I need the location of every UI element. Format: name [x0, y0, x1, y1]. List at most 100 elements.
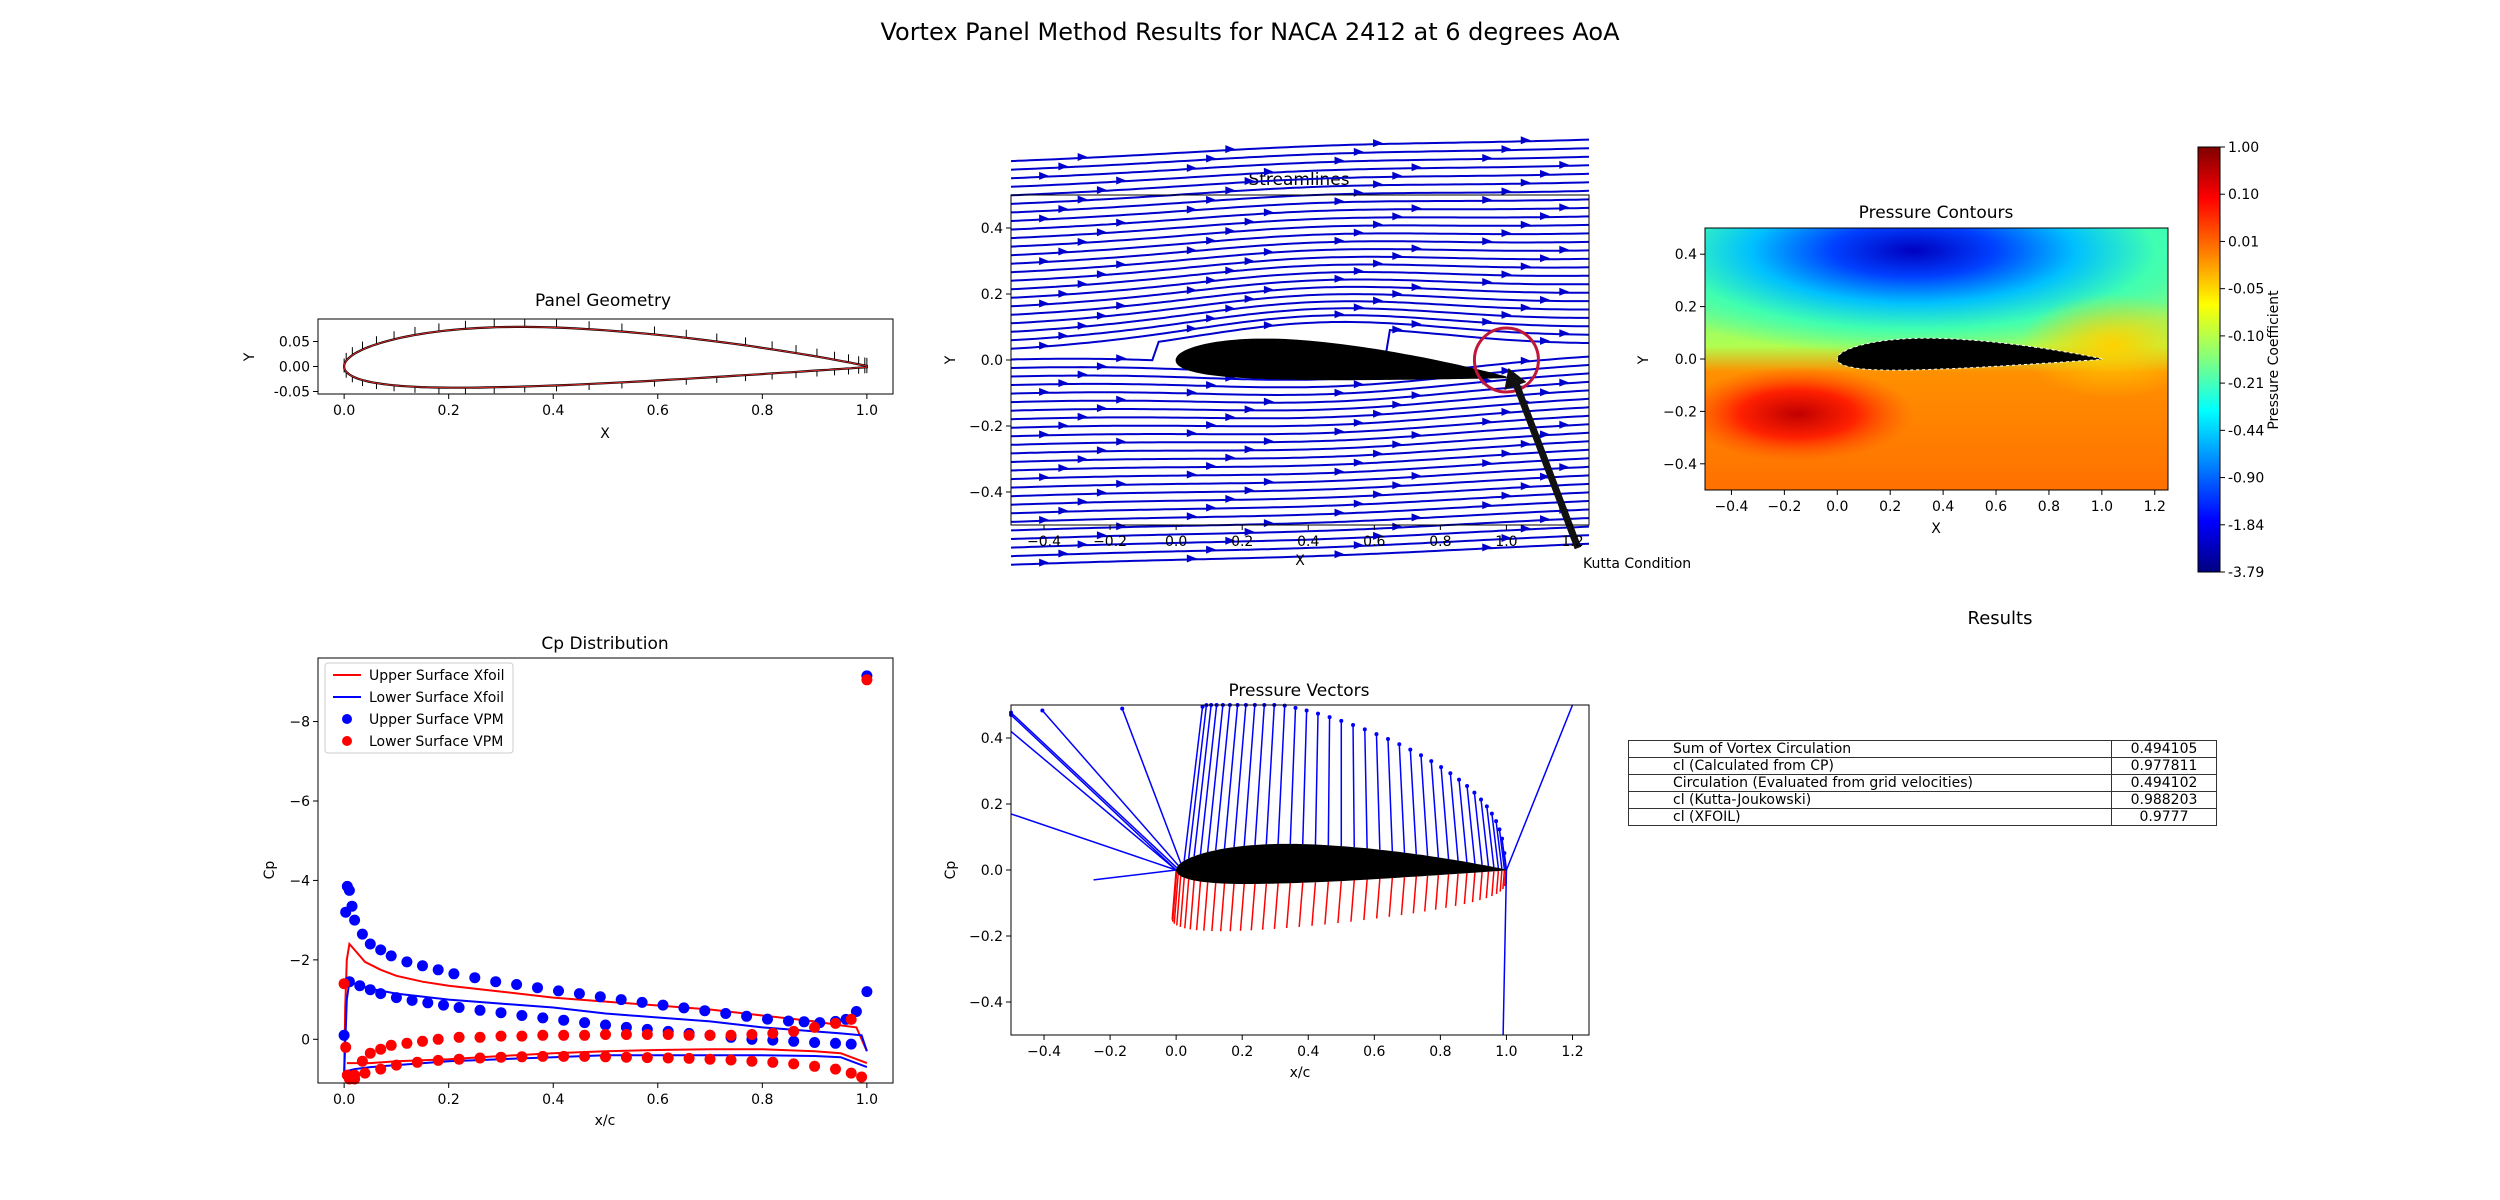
streamline-arrow — [1353, 147, 1364, 156]
pressure-vector — [1216, 705, 1230, 850]
pressure-vector — [1503, 871, 1504, 889]
y-tick-label: −0.4 — [1663, 457, 1697, 473]
cp-series-marker — [411, 1056, 423, 1068]
streamline-arrow — [1206, 381, 1217, 390]
cp-series-marker — [401, 956, 413, 968]
cp-series-marker — [422, 997, 434, 1009]
streamline — [1010, 206, 1590, 231]
streamline-arrow — [1077, 540, 1088, 549]
x-tick-label: 1.0 — [856, 1092, 878, 1108]
cp-series-line — [346, 1048, 868, 1065]
x-tick-label: −0.4 — [1027, 534, 1061, 550]
pressure-vector — [1312, 882, 1315, 925]
pressure-contours-yticks: 0.4 0.2 0.0 −0.2 −0.4 — [1663, 247, 1705, 473]
cp-series-marker — [600, 1051, 611, 1063]
panel-geometry-frame — [317, 318, 894, 395]
streamline-arrow — [1540, 169, 1551, 178]
pressure-vector — [1234, 705, 1246, 847]
pressure-vector — [1480, 872, 1482, 900]
streamline-arrow — [1225, 266, 1236, 275]
pressure-vector — [1464, 873, 1466, 904]
streamline — [1010, 189, 1590, 214]
streamline-arrow — [1540, 388, 1551, 397]
streamline-arrow — [1058, 247, 1069, 256]
pressure-vector — [1315, 714, 1318, 845]
streamline-arrow — [1244, 294, 1255, 303]
cp-series-marker — [850, 1006, 862, 1017]
cp-series-marker — [699, 1005, 711, 1017]
x-tick-label: −0.4 — [1027, 1044, 1061, 1060]
streamline-arrow — [1244, 177, 1255, 186]
airfoil-outline — [342, 325, 868, 389]
streamline-arrow — [1039, 299, 1050, 308]
pressure-vector — [1441, 767, 1448, 859]
cp-series-marker — [516, 1030, 528, 1042]
streamline-arrow — [1263, 247, 1274, 256]
cp-series-marker — [783, 1015, 794, 1027]
streamline-arrow — [1482, 278, 1493, 287]
pressure-contours-plot — [1705, 228, 2168, 490]
streamline-arrow — [1392, 251, 1403, 260]
cp-series-marker — [432, 1054, 444, 1066]
pressure-vector — [1184, 707, 1202, 861]
streamline — [1010, 314, 1589, 350]
streamline-arrow — [1373, 139, 1384, 148]
streamline-arrow — [1039, 473, 1050, 482]
streamline-arrow — [1116, 395, 1127, 404]
streamline-arrow — [1039, 387, 1050, 396]
streamline-arrow — [1353, 418, 1364, 427]
airfoil-shape — [1836, 337, 2103, 371]
x-tick-label: 1.0 — [1495, 534, 1517, 550]
streamline-arrow — [1353, 267, 1364, 276]
cp-series-marker — [390, 1059, 402, 1071]
pressure-vector — [1185, 879, 1189, 928]
streamline-arrow — [1116, 522, 1127, 531]
y-tick-label: 0.4 — [981, 731, 1003, 747]
streamline-arrow — [1058, 549, 1069, 558]
streamline-arrow — [1501, 145, 1512, 154]
x-tick-label: 0.6 — [647, 403, 669, 419]
streamline-arrow — [1077, 152, 1088, 161]
streamline — [1010, 482, 1590, 506]
pressure-vector — [1450, 773, 1458, 860]
kutta-arrow-shaft — [1512, 380, 1582, 550]
streamline-arrow — [1482, 417, 1493, 426]
cp-series-marker — [809, 1021, 821, 1033]
pressure-vector — [1251, 884, 1255, 930]
pressure-vector — [1353, 725, 1354, 847]
results-row: cl (XFOIL) 0.9777 — [1628, 808, 2217, 826]
streamline-arrow — [1482, 153, 1493, 162]
cp-series-marker — [438, 999, 449, 1011]
streamline-arrow — [1353, 499, 1364, 508]
streamline-arrow — [1411, 513, 1422, 522]
pressure-vector — [1459, 780, 1467, 862]
pressure-vector — [1401, 877, 1404, 915]
cp-series-marker — [354, 980, 366, 992]
streamline-arrow — [1411, 319, 1422, 328]
streamline-arrow — [1501, 533, 1512, 542]
cp-series-marker — [532, 982, 543, 994]
colorbar-tick-label: 0.01 — [2228, 234, 2259, 250]
streamline-arrow — [1334, 236, 1345, 245]
streamline-arrow — [1263, 519, 1274, 528]
streamline — [1010, 215, 1590, 240]
streamline — [1010, 431, 1590, 455]
cp-series-marker — [579, 1029, 591, 1041]
streamline-arrow — [1540, 254, 1551, 263]
pressure-vector — [1221, 884, 1225, 932]
x-tick-label: 0.4 — [542, 403, 564, 419]
streamline-arrow — [1482, 195, 1493, 204]
streamline-arrow — [1540, 336, 1551, 345]
pressure-contours-axes: Pressure Contours −0.4 −0.2 0.0 0.2 0.4 0.6 0.… — [1636, 140, 2282, 581]
streamline-arrow — [1206, 545, 1217, 554]
streamline-arrow — [1334, 156, 1345, 165]
streamline-arrow — [1206, 503, 1217, 512]
pressure-vector — [1351, 880, 1354, 921]
pressure-vector — [1177, 876, 1181, 925]
streamline-arrow — [1077, 321, 1088, 330]
y-tick-label: 0.00 — [279, 360, 310, 376]
colorbar-tick-label: 0.10 — [2228, 187, 2259, 203]
streamline — [1010, 240, 1590, 265]
pressure-vector — [1274, 884, 1278, 929]
streamline-arrow — [1186, 286, 1197, 295]
